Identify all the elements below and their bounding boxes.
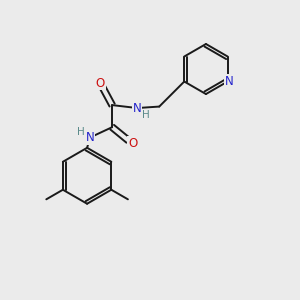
- Text: H: H: [142, 110, 149, 120]
- Text: O: O: [128, 137, 137, 150]
- Text: H: H: [77, 127, 85, 136]
- Text: N: N: [225, 75, 233, 88]
- Text: N: N: [86, 131, 94, 144]
- Text: O: O: [96, 76, 105, 89]
- Text: N: N: [133, 101, 142, 115]
